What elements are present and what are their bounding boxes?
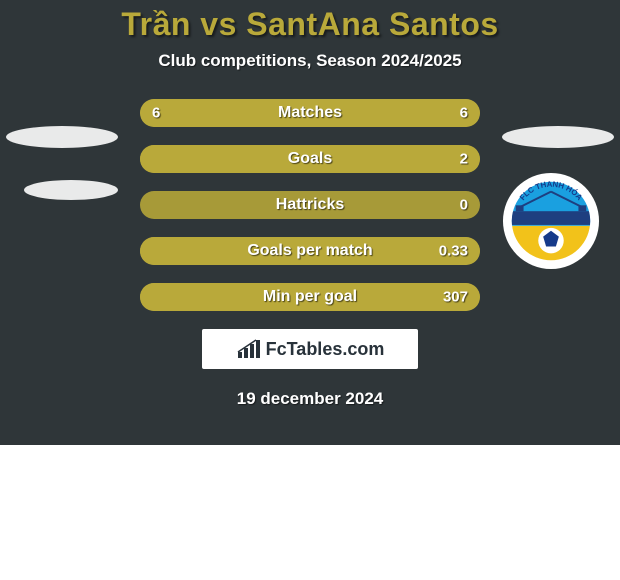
page-title: Trần vs SantAna Santos <box>0 6 620 43</box>
stat-bar: 0.33 Goals per match <box>140 237 480 265</box>
stat-value-right: 0.33 <box>439 243 468 260</box>
stat-bar: 307 Min per goal <box>140 283 480 311</box>
stat-label: Hattricks <box>276 196 344 214</box>
team-right-crest: FLC THANH HÓA <box>502 172 600 270</box>
subtitle: Club competitions, Season 2024/2025 <box>0 51 620 71</box>
team-right-badge-placeholder-1 <box>502 126 614 148</box>
stat-label: Goals per match <box>247 242 372 260</box>
stat-label: Goals <box>288 150 332 168</box>
stat-bar: 2 Goals <box>140 145 480 173</box>
stat-value-right: 6 <box>460 105 468 122</box>
team-left-badge-placeholder-1 <box>6 126 118 148</box>
stat-value-right: 2 <box>460 151 468 168</box>
stat-value-left: 6 <box>152 105 160 122</box>
stat-label: Min per goal <box>263 288 357 306</box>
stat-bars: 6 6 Matches 2 Goals 0 Hattricks 0.33 Goals per m… <box>140 99 480 311</box>
comparison-card: Trần vs SantAna Santos Club competitions… <box>0 0 620 445</box>
bar-chart-icon <box>236 338 262 360</box>
date-text: 19 december 2024 <box>0 389 620 409</box>
brand-box: FcTables.com <box>202 329 418 369</box>
stat-bar: 0 Hattricks <box>140 191 480 219</box>
stat-value-right: 307 <box>443 289 468 306</box>
stat-label: Matches <box>278 104 342 122</box>
brand-text: FcTables.com <box>266 339 385 360</box>
stat-bar: 6 6 Matches <box>140 99 480 127</box>
team-left-badge-placeholder-2 <box>24 180 118 200</box>
stat-value-right: 0 <box>460 197 468 214</box>
